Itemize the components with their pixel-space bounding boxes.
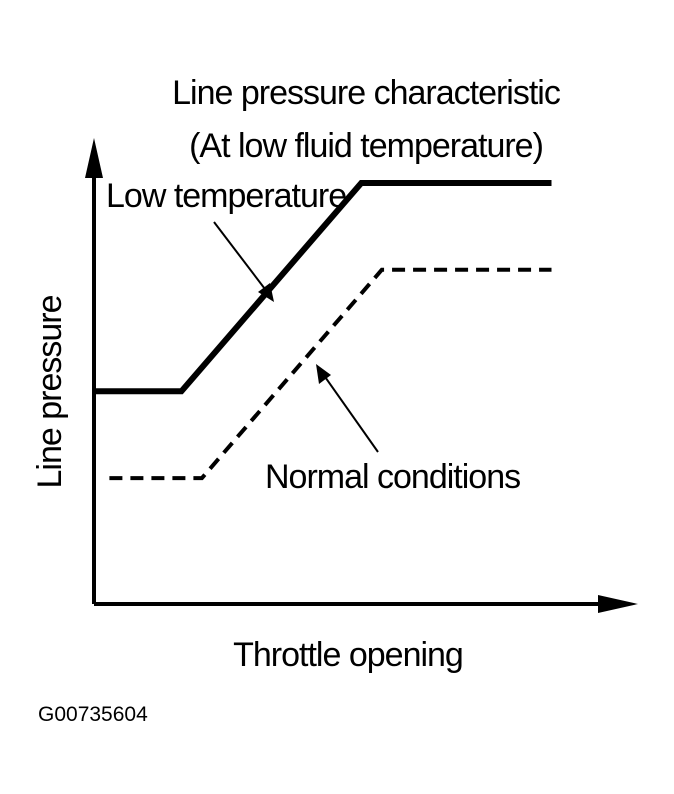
y-axis-arrowhead xyxy=(85,138,103,178)
low-temperature-leader-line xyxy=(213,221,269,294)
x-axis-arrowhead xyxy=(598,595,638,613)
low-temperature-leader-arrowhead xyxy=(258,283,274,302)
x-axis-label: Throttle opening xyxy=(233,636,463,674)
normal-conditions-leader-arrowhead xyxy=(316,364,331,384)
series-line-low-temperature xyxy=(94,180,552,395)
chart-title: Line pressure characteristic xyxy=(172,74,561,112)
normal-conditions-leader-line xyxy=(322,373,379,453)
series-line-normal-conditions xyxy=(109,267,552,481)
chart-subtitle: (At low fluid temperature) xyxy=(189,127,543,165)
series-layer xyxy=(94,180,552,481)
series-label-low-temperature: Low temperature xyxy=(106,177,346,215)
figure-code: G00735604 xyxy=(38,703,148,726)
y-axis-label: Line pressure xyxy=(31,295,69,488)
series-label-normal-conditions: Normal conditions xyxy=(265,458,520,496)
